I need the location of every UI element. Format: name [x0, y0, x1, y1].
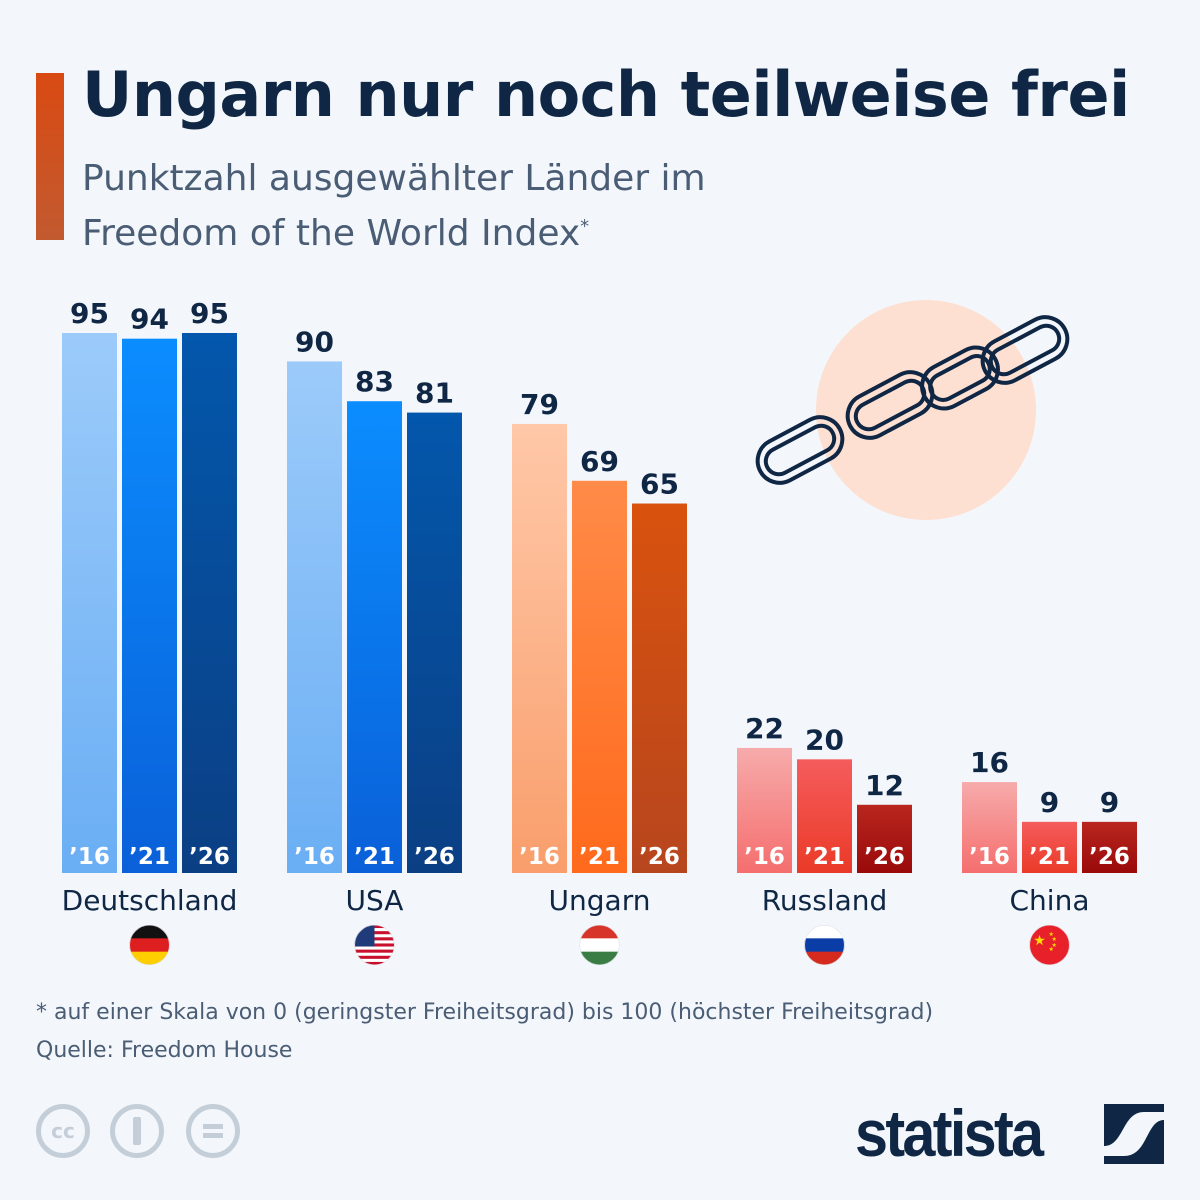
category-label: Deutschland — [62, 884, 238, 917]
category-label: Ungarn — [549, 884, 651, 917]
year-label: ’26 — [864, 844, 905, 870]
year-label: ’21 — [1029, 844, 1070, 870]
year-label: ’16 — [519, 844, 560, 870]
bar-china-2 — [1082, 821, 1137, 873]
year-label: ’26 — [639, 844, 680, 870]
category-label: USA — [346, 884, 404, 917]
year-label: ’16 — [69, 844, 110, 870]
category-label: China — [1010, 884, 1090, 917]
year-label: ’21 — [579, 844, 620, 870]
cc-icon[interactable]: cc — [36, 1104, 90, 1158]
year-label: ’21 — [804, 844, 845, 870]
year-label: ’21 — [129, 844, 170, 870]
svg-text:★: ★ — [1052, 942, 1057, 949]
bar-russland-2 — [857, 804, 912, 873]
russia-flag-icon — [804, 925, 845, 965]
value-label: 12 — [865, 769, 904, 802]
bar-usa-1 — [347, 401, 402, 873]
subtitle-line2: Freedom of the World Index — [82, 213, 581, 254]
svg-text:★: ★ — [1049, 931, 1054, 938]
year-label: ’16 — [969, 844, 1010, 870]
category-label: Russland — [762, 884, 888, 917]
statista-logo-mark — [1104, 1104, 1164, 1164]
value-label: 95 — [70, 297, 109, 330]
value-label: 69 — [580, 445, 619, 478]
value-label: 95 — [190, 297, 229, 330]
germany-flag-icon — [129, 925, 170, 965]
bar-chart: 95 ’16 94 ’21 95 ’26 Deutschland 90 ’16 83 ’21 81 ’2… — [62, 297, 1137, 965]
bar-deutschland-0 — [62, 333, 117, 873]
subtitle-line1: Punktzahl ausgewählter Länder im — [82, 158, 706, 199]
value-label: 65 — [640, 468, 679, 501]
bar-russland-0 — [737, 747, 792, 873]
bar-ungarn-2 — [632, 503, 687, 873]
svg-text:★: ★ — [1052, 936, 1057, 943]
value-label: 20 — [805, 723, 844, 756]
bar-usa-0 — [287, 361, 342, 873]
page-title: Ungarn nur noch teilweise frei — [82, 58, 1130, 131]
bar-ungarn-1 — [572, 480, 627, 873]
broken-chain-illustration — [755, 300, 1070, 520]
bar-russland-1 — [797, 759, 852, 873]
value-label: 83 — [355, 365, 394, 398]
svg-text:★: ★ — [1049, 946, 1054, 953]
value-label: 90 — [295, 325, 334, 358]
year-label: ’26 — [414, 844, 455, 870]
bar-china-1 — [1022, 821, 1077, 873]
year-label: ’21 — [354, 844, 395, 870]
subtitle-asterisk: * — [580, 216, 590, 237]
bar-usa-2 — [407, 412, 462, 873]
year-label: ’26 — [1089, 844, 1130, 870]
value-label: 9 — [1100, 786, 1119, 819]
bar-deutschland-2 — [182, 333, 237, 873]
source[interactable]: Quelle: Freedom House — [36, 1038, 293, 1063]
accent-bar — [36, 73, 64, 240]
bar-china-0 — [962, 782, 1017, 873]
subtitle: Punktzahl ausgewählter Länder im Freedom… — [82, 155, 782, 258]
footnote: * auf einer Skala von 0 (geringster Frei… — [36, 1000, 934, 1025]
value-label: 81 — [415, 377, 454, 410]
usa-flag-icon — [354, 925, 395, 965]
bar-deutschland-1 — [122, 338, 177, 873]
year-label: ’16 — [294, 844, 335, 870]
attribution-icon[interactable] — [110, 1104, 164, 1158]
bar-ungarn-0 — [512, 423, 567, 873]
china-flag-icon: ★ ★★★★ — [1029, 925, 1070, 965]
chain-icon — [755, 315, 1070, 485]
value-label: 9 — [1040, 786, 1059, 819]
value-label: 94 — [130, 303, 169, 336]
year-label: ’26 — [189, 844, 230, 870]
svg-text:★: ★ — [1033, 933, 1046, 949]
statista-logo[interactable]: statista — [855, 1096, 1044, 1170]
no-derivatives-icon[interactable] — [186, 1104, 240, 1158]
year-label: ’16 — [744, 844, 785, 870]
value-label: 16 — [970, 746, 1009, 779]
hungary-flag-icon — [579, 925, 620, 965]
value-label: 22 — [745, 712, 784, 745]
value-label: 79 — [520, 388, 559, 421]
